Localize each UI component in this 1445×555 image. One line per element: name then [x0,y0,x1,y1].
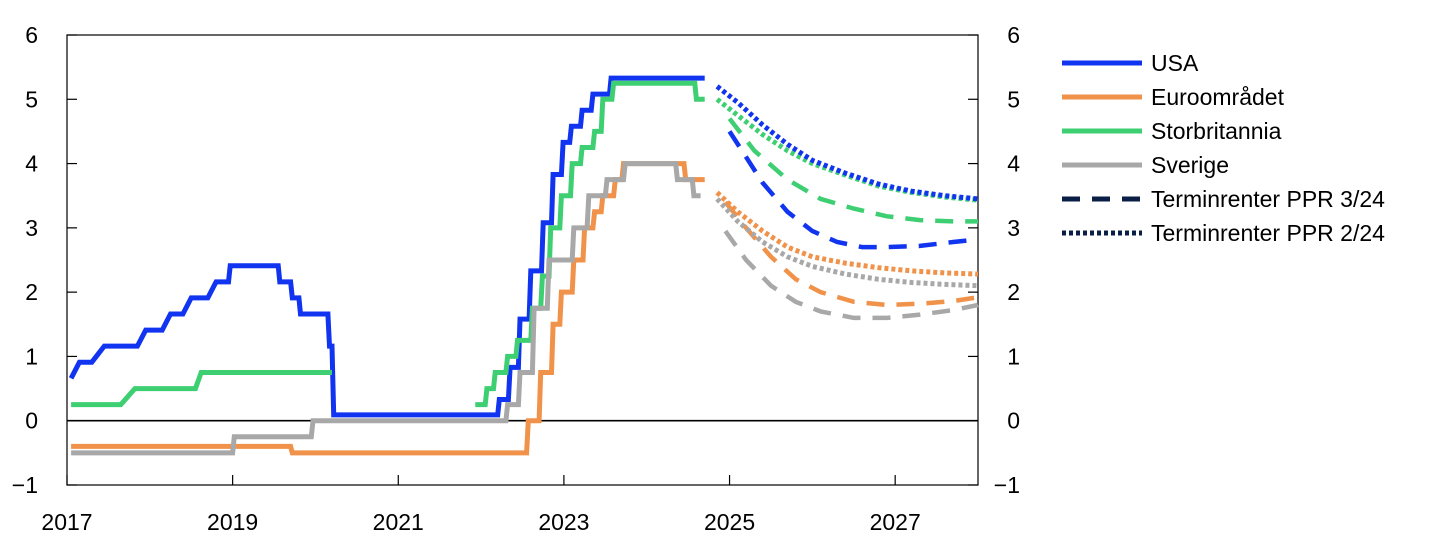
series-line-usa-dotted [715,84,979,202]
x-tick-label: 2027 [870,509,921,535]
x-tick-label: 2025 [704,509,755,535]
y-tick-label-right: 0 [1007,408,1020,434]
y-tick-label-right: 5 [1007,86,1020,112]
y-tick-label-left: 0 [25,408,38,434]
legend-label-5: Terminrenter PPR 3/24 [1151,186,1385,212]
y-tick-label-right: 2 [1007,279,1020,305]
y-tick-label-left: −1 [12,472,38,498]
ticks-layer [66,34,978,486]
y-tick-label-left: 5 [25,86,38,112]
series-line-storbritannia-solid [71,370,332,408]
legend-label-1: USA [1151,50,1199,76]
legend: USA Euroområdet Storbritannia Sverige Termin… [1062,50,1385,246]
series-line-euroområdet-solid [71,161,705,456]
x-tick-label: 2019 [207,509,258,535]
y-tick-label-right: 6 [1007,22,1020,48]
y-tick-label-left: 2 [25,279,38,305]
series-line-sverige-solid [71,161,701,456]
plot-frame [66,34,979,486]
legend-label-6: Terminrenter PPR 2/24 [1151,220,1385,246]
series-line-storbritannia-dashed [727,117,978,224]
x-tick-label: 2017 [41,509,92,535]
x-tick-label: 2021 [373,509,424,535]
y-tick-label-left: 4 [25,151,38,177]
tick-labels: 2017 2019 2021 2023 2025 2027 6 5 4 3 2 1 0 −1 6 5 4 3 2 1 0… [12,22,1020,535]
series-line-usa-solid [68,75,705,418]
y-tick-label-right: −1 [994,472,1020,498]
y-tick-label-left: 3 [25,215,38,241]
series-line-euroområdet-dashed [723,200,979,308]
series-line-usa-dashed [727,130,979,250]
x-tick-label: 2023 [538,509,589,535]
legend-label-3: Storbritannia [1151,118,1282,144]
series-line-sverige-dashed [723,229,979,321]
series-line-sverige-dotted [715,197,979,289]
series-line-euroområdet-dotted [715,190,979,277]
y-tick-label-right: 4 [1007,151,1020,177]
legend-label-4: Sverige [1151,152,1229,178]
legend-label-2: Euroområdet [1151,84,1285,110]
y-tick-label-right: 3 [1007,215,1020,241]
y-tick-label-right: 1 [1007,343,1020,369]
series-line-storbritannia-solid [475,80,705,408]
y-tick-label-left: 6 [25,22,38,48]
series-layer [68,75,979,456]
y-tick-label-left: 1 [25,343,38,369]
